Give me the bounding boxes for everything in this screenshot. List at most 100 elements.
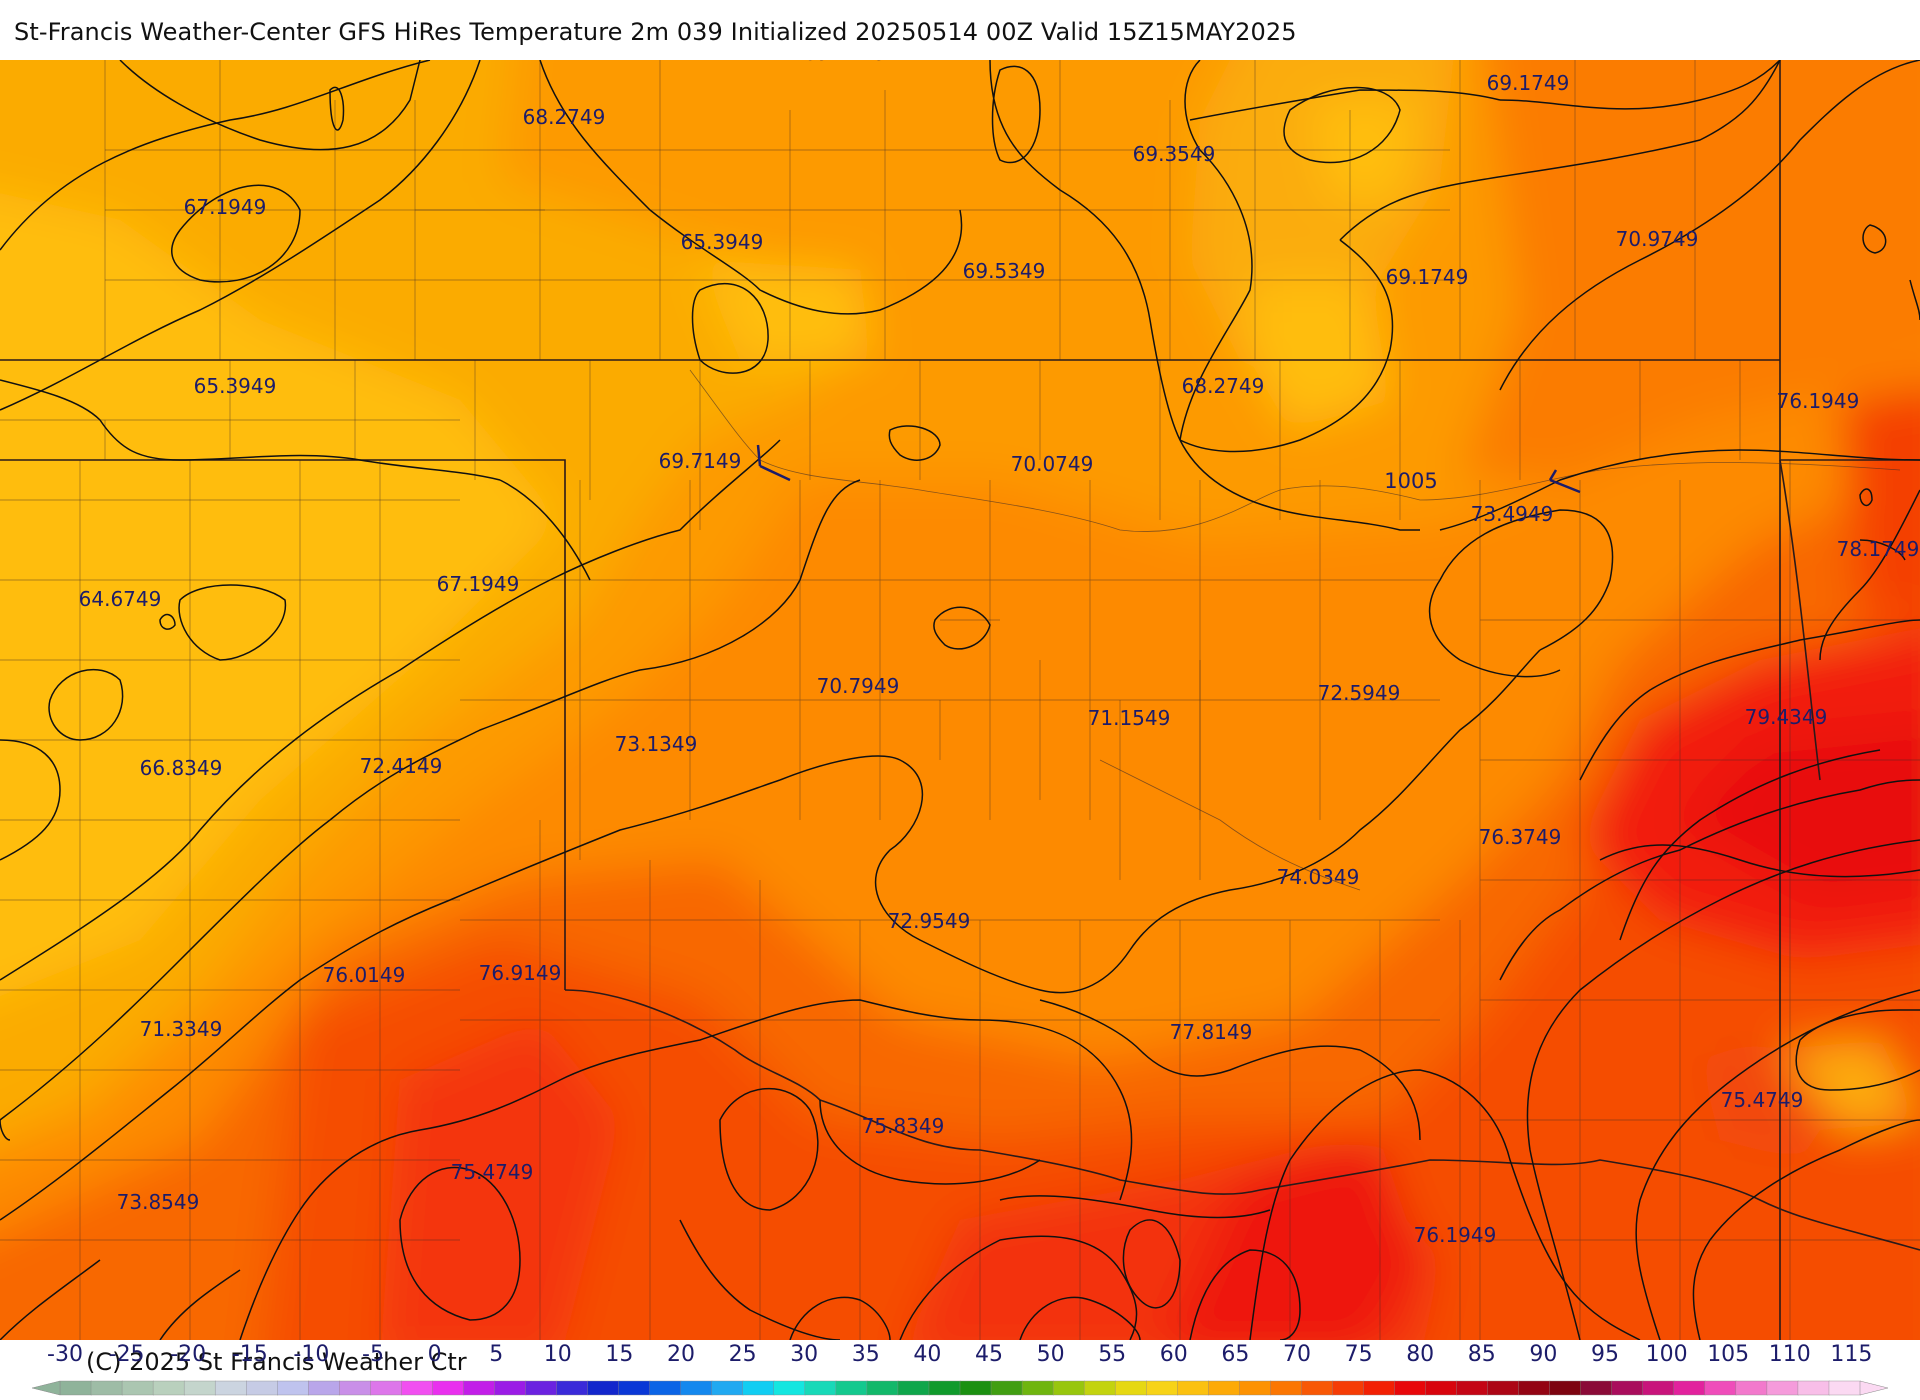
colorbar-cell bbox=[121, 1380, 154, 1396]
temperature-label: 71.3349 bbox=[140, 1017, 223, 1041]
rivers bbox=[689, 369, 1901, 891]
temperature-label: 73.4949 bbox=[1471, 502, 1554, 526]
colorbar-cell bbox=[1239, 1380, 1272, 1396]
colorbar-cell bbox=[1146, 1380, 1179, 1396]
colorbar-tick-label: 90 bbox=[1529, 1342, 1558, 1367]
temperature-label: 75.4749 bbox=[451, 1160, 534, 1184]
temperature-map: 69.7149 69.1749 68.2749 69.3549 67.1949 65.39… bbox=[0, 60, 1920, 1340]
colorbar-cell bbox=[1704, 1380, 1737, 1396]
colorbar-tick-label: -10 bbox=[293, 1342, 330, 1367]
colorbar-cell bbox=[59, 1380, 92, 1396]
colorbar-tick-label: 10 bbox=[543, 1342, 572, 1367]
colorbar-cell bbox=[1456, 1380, 1489, 1396]
colorbar-cell bbox=[525, 1380, 558, 1396]
isobar-contours bbox=[0, 60, 1920, 1340]
colorbar-cell bbox=[277, 1380, 310, 1396]
temperature-label: 78.1749 bbox=[1837, 537, 1920, 561]
colorbar-tick-labels: -30 -25 -20 -15 -10 -5 0 5 10 15 20 25 30 35 40 45 50 55 6… bbox=[0, 1342, 1920, 1372]
colorbar-cell bbox=[1487, 1380, 1520, 1396]
colorbar-cell bbox=[1332, 1380, 1365, 1396]
colorbar-cell bbox=[1518, 1380, 1551, 1396]
colorbar-cell bbox=[370, 1380, 403, 1396]
page-title: St-Francis Weather-Center GFS HiRes Temp… bbox=[14, 18, 1297, 46]
colorbar-cell bbox=[618, 1380, 651, 1396]
colorbar-cell bbox=[401, 1380, 434, 1396]
temperature-label: 67.1949 bbox=[184, 195, 267, 219]
temperature-label: 73.1349 bbox=[615, 732, 698, 756]
colorbar-tick-label: -30 bbox=[47, 1342, 83, 1367]
temperature-label: 67.1949 bbox=[437, 572, 520, 596]
colorbar-tick-label: 80 bbox=[1406, 1342, 1435, 1367]
colorbar-cell bbox=[1611, 1380, 1644, 1396]
colorbar-cell bbox=[1673, 1380, 1706, 1396]
contour-label-layer: 69.7149 69.1749 68.2749 69.3549 67.1949 65.39… bbox=[79, 60, 1920, 1247]
colorbar-cell bbox=[835, 1380, 868, 1396]
temperature-colorbar bbox=[32, 1380, 1888, 1396]
colorbar-tick-label: 55 bbox=[1098, 1342, 1127, 1367]
colorbar-cell bbox=[1177, 1380, 1210, 1396]
colorbar-tick-label: 75 bbox=[1344, 1342, 1373, 1367]
county-lines bbox=[0, 60, 1920, 1340]
temperature-label: 75.8349 bbox=[862, 1114, 945, 1138]
colorbar-cell bbox=[556, 1380, 589, 1396]
temperature-label: 76.1949 bbox=[1414, 1223, 1497, 1247]
colorbar-cell bbox=[1363, 1380, 1396, 1396]
colorbar-tick-label: 45 bbox=[975, 1342, 1003, 1367]
colorbar-tick-label: 25 bbox=[728, 1342, 757, 1367]
colorbar-cell bbox=[1425, 1380, 1458, 1396]
colorbar-tick-label: 30 bbox=[790, 1342, 819, 1367]
colorbar-tick-label: -25 bbox=[108, 1342, 145, 1367]
colorbar-tick-label: -20 bbox=[170, 1342, 207, 1367]
colorbar-cell bbox=[1394, 1380, 1427, 1396]
colorbar-cell bbox=[246, 1380, 279, 1396]
wind-barb-icon bbox=[1548, 469, 1581, 494]
temperature-label: 68.2749 bbox=[1182, 374, 1265, 398]
temperature-label: 65.3949 bbox=[681, 230, 764, 254]
colorbar-tick-label: 15 bbox=[605, 1342, 634, 1367]
colorbar-left-arrow bbox=[32, 1380, 61, 1396]
colorbar-cell bbox=[90, 1380, 123, 1396]
colorbar-tick-label: 115 bbox=[1830, 1342, 1873, 1367]
temperature-label: 68.2749 bbox=[523, 105, 606, 129]
colorbar-cell bbox=[463, 1380, 496, 1396]
colorbar-cell bbox=[432, 1380, 465, 1396]
wind-barb-icon bbox=[756, 444, 791, 482]
temperature-label: 76.3749 bbox=[1479, 825, 1562, 849]
temperature-label: 79.4349 bbox=[1745, 705, 1828, 729]
colorbar-tick-label: 5 bbox=[489, 1342, 504, 1367]
temperature-label: 69.1749 bbox=[1386, 265, 1469, 289]
colorbar-tick-label: 85 bbox=[1467, 1342, 1496, 1367]
temperature-label: 76.0149 bbox=[323, 963, 406, 987]
colorbar-cell bbox=[1580, 1380, 1613, 1396]
colorbar-cell bbox=[1735, 1380, 1768, 1396]
colorbar-tick-label: 40 bbox=[913, 1342, 942, 1367]
colorbar-cell bbox=[1021, 1380, 1054, 1396]
colorbar-cell bbox=[711, 1380, 744, 1396]
colorbar-cell bbox=[1828, 1380, 1861, 1396]
colorbar-cells bbox=[32, 1380, 1888, 1396]
colorbar-cell bbox=[680, 1380, 713, 1396]
colorbar-cell bbox=[183, 1380, 216, 1396]
temperature-label: 70.7949 bbox=[817, 674, 900, 698]
temperature-label: 75.4749 bbox=[1721, 1088, 1804, 1112]
colorbar-right-arrow bbox=[1859, 1380, 1888, 1396]
colorbar-cell bbox=[214, 1380, 247, 1396]
colorbar-cell bbox=[1270, 1380, 1303, 1396]
colorbar-cell bbox=[1052, 1380, 1085, 1396]
colorbar-cell bbox=[1766, 1380, 1799, 1396]
colorbar-cell bbox=[990, 1380, 1023, 1396]
wind-barbs bbox=[756, 444, 1581, 494]
temperature-label: 69.1749 bbox=[1487, 71, 1570, 95]
temperature-label: 74.0349 bbox=[1277, 865, 1360, 889]
colorbar-cell bbox=[1208, 1380, 1241, 1396]
colorbar-cell bbox=[649, 1380, 682, 1396]
colorbar-cell bbox=[866, 1380, 899, 1396]
temperature-label: 70.9749 bbox=[1616, 227, 1699, 251]
colorbar-cell bbox=[152, 1380, 185, 1396]
temperature-label: 70.0749 bbox=[1011, 452, 1094, 476]
temperature-label: 72.4149 bbox=[360, 754, 443, 778]
temperature-label: 73.8549 bbox=[117, 1190, 200, 1214]
colorbar-tick-label: 65 bbox=[1221, 1342, 1250, 1367]
colorbar-cell bbox=[1549, 1380, 1582, 1396]
temperature-label: 65.3949 bbox=[194, 374, 277, 398]
